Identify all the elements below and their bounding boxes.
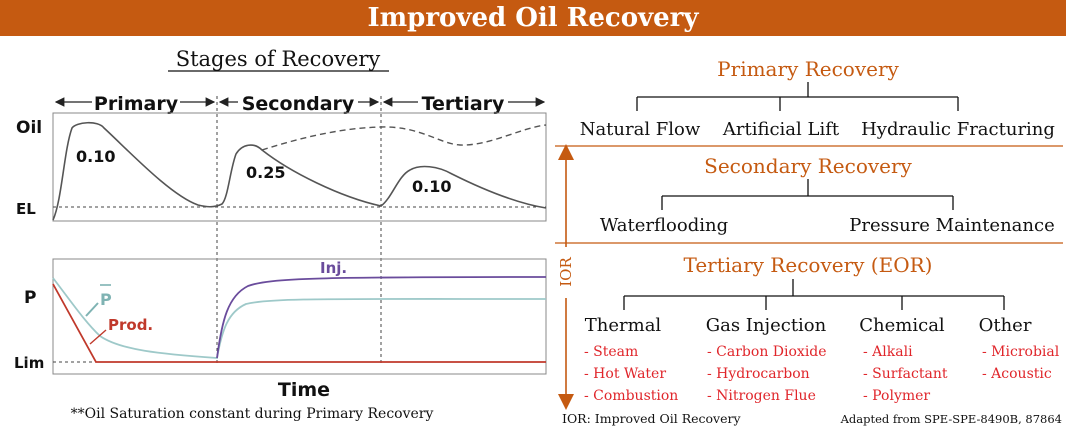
tertiary-category-chemical: Chemical <box>859 315 945 336</box>
avg-pressure-curve <box>52 277 547 359</box>
tertiary-recovery-title: Tertiary Recovery (EOR) <box>684 253 933 277</box>
ior-note: IOR: Improved Oil Recovery <box>562 411 741 426</box>
lim-axis-label: Lim <box>14 354 44 372</box>
p-axis-label: P <box>24 288 36 308</box>
pbar-label: P <box>100 290 112 309</box>
oil-value-tertiary: 0.10 <box>412 177 451 196</box>
inj-pressure-curve <box>216 276 547 359</box>
primary-recovery-title: Primary Recovery <box>717 57 899 81</box>
stage-primary-label: Primary <box>94 93 179 115</box>
ior-label: IOR <box>557 257 575 287</box>
primary-tree-lines <box>636 82 959 111</box>
pbar-pointer <box>85 302 99 317</box>
stage-secondary-label: Secondary <box>242 93 355 115</box>
chemical-item-polymer: - Polymer <box>863 388 930 404</box>
tertiary-category-other: Other <box>979 315 1032 336</box>
el-axis-label: EL <box>16 200 36 218</box>
primary-item-hydraulic-fracturing: Hydraulic Fracturing <box>861 119 1055 140</box>
prod-pointer <box>89 329 107 345</box>
oil-chart-frame <box>52 112 547 222</box>
source-credit: Adapted from SPE-SPE-8490B, 87864 <box>840 412 1062 426</box>
prod-label: Prod. <box>108 316 153 334</box>
secondary-tree-lines <box>661 179 954 210</box>
tertiary-category-gas-injection: Gas Injection <box>706 315 827 336</box>
gas-item-hydrocarbon: - Hydrocarbon <box>707 366 810 382</box>
thermal-item-steam: - Steam <box>584 344 638 360</box>
thermal-item-combustion: - Combustion <box>584 388 678 404</box>
banner-title: Improved Oil Recovery <box>0 0 1066 36</box>
oil-value-secondary: 0.25 <box>246 163 285 182</box>
oil-axis-label: Oil <box>16 118 42 138</box>
stage-tertiary-label: Tertiary <box>422 93 505 115</box>
secondary-item-waterflooding: Waterflooding <box>600 215 728 236</box>
primary-item-artificial-lift: Artificial Lift <box>722 119 840 140</box>
other-item-microbial: - Microbial <box>982 344 1060 360</box>
tertiary-tree-lines <box>623 279 1005 310</box>
primary-item-natural-flow: Natural Flow <box>580 119 701 140</box>
other-item-acoustic: - Acoustic <box>982 366 1052 382</box>
oil-value-primary: 0.10 <box>76 147 115 166</box>
secondary-recovery-title: Secondary Recovery <box>704 154 912 178</box>
gas-item-nitrogen-flue: - Nitrogen Flue <box>707 388 816 404</box>
tertiary-category-thermal: Thermal <box>585 315 662 336</box>
thermal-item-hot-water: - Hot Water <box>584 366 666 382</box>
time-axis-label: Time <box>278 379 330 401</box>
oil-rate-curve <box>52 121 547 221</box>
footnote: **Oil Saturation constant during Primary… <box>71 406 434 422</box>
inj-label: Inj. <box>320 259 347 277</box>
stages-title: Stages of Recovery <box>176 47 381 71</box>
oil-potential-curve <box>261 124 547 151</box>
chemical-item-alkali: - Alkali <box>863 344 913 360</box>
prod-pressure-line <box>52 283 546 363</box>
chemical-item-surfactant: - Surfactant <box>863 366 948 382</box>
pressure-chart-frame <box>52 258 547 375</box>
gas-item-carbon-dioxide: - Carbon Dioxide <box>707 344 827 360</box>
secondary-item-pressure-maintenance: Pressure Maintenance <box>849 215 1054 236</box>
